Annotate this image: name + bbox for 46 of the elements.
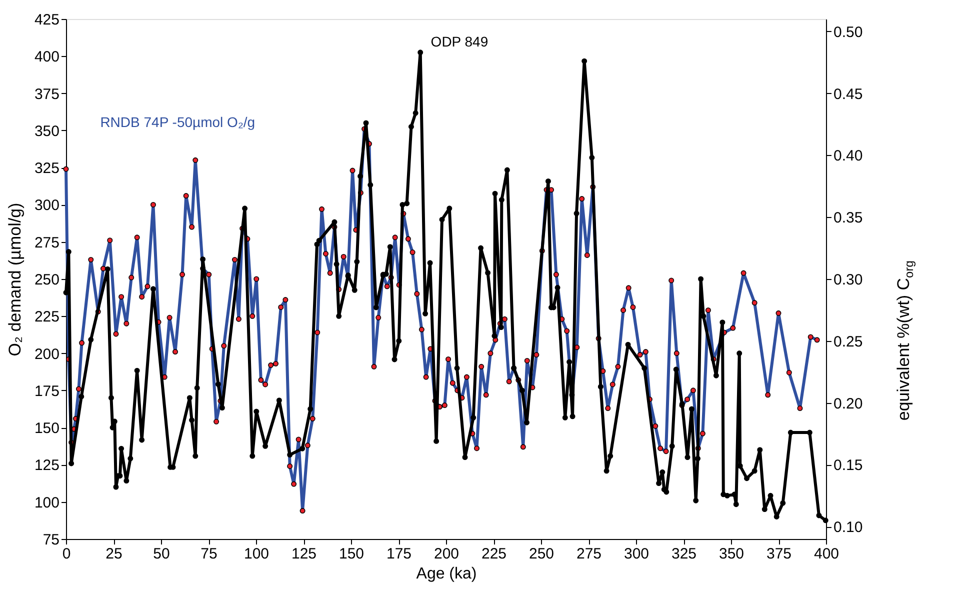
- y-axis-title: O₂ demand (µmol/g): [5, 202, 24, 356]
- x-tick-label: 200: [434, 546, 460, 562]
- x-tick-label: 50: [153, 546, 170, 562]
- y-tick-label: 400: [34, 48, 60, 66]
- x-tick-label: 125: [291, 546, 317, 562]
- y-tick-label: 325: [34, 160, 60, 178]
- x-tick-label: 325: [671, 546, 697, 562]
- x-tick-label: 300: [624, 546, 650, 562]
- x-tick-label: 100: [244, 546, 270, 562]
- y2-tick-label: 0.15: [834, 457, 863, 474]
- x-tick-label: 75: [200, 546, 218, 562]
- y-tick-label: 100: [34, 494, 60, 512]
- y-tick-label: 300: [34, 197, 60, 214]
- x-tick-label: 150: [338, 546, 364, 562]
- y-tick-label: 250: [34, 272, 60, 288]
- y-tick-label: 225: [34, 308, 60, 326]
- x-tick-label: 375: [766, 546, 792, 562]
- y-tick-label: 75: [42, 532, 60, 548]
- y2-tick-label: 0.20: [834, 395, 863, 412]
- y-tick-label: 175: [34, 382, 60, 400]
- y-tick-label: 200: [34, 346, 60, 363]
- x-axis-title: Age (ka): [416, 566, 477, 582]
- x-tick-label: 25: [106, 546, 122, 562]
- y2-axis-title: equivalent %(wt) Corg: [894, 260, 916, 421]
- y-tick-label: 375: [34, 86, 60, 103]
- y-tick-label: 350: [34, 122, 60, 140]
- y2-tick-label: 0.50: [834, 24, 863, 41]
- y2-tick-label: 0.40: [834, 148, 863, 165]
- x-tick-label: 275: [576, 546, 602, 562]
- x-tick-label: 350: [718, 546, 744, 562]
- y2-tick-label: 0.30: [834, 272, 863, 288]
- y2-tick-label: 0.10: [834, 519, 863, 536]
- y-tick-label: 425: [34, 12, 60, 28]
- x-tick-label: 225: [481, 546, 507, 562]
- x-tick-label: 250: [528, 546, 554, 562]
- y2-tick-label: 0.25: [834, 333, 863, 350]
- x-tick-label: 0: [62, 546, 71, 562]
- series-label: ODP 849: [430, 33, 488, 50]
- text: RNDB 74P -50µmol O₂/g: [100, 114, 256, 130]
- x-tick-label: 400: [814, 546, 840, 562]
- y2-tick-label: 0.35: [834, 210, 863, 227]
- y2-tick-label: 0.45: [834, 86, 863, 103]
- y-tick-label: 275: [34, 234, 60, 252]
- y-tick-label: 125: [34, 457, 60, 474]
- y-tick-label: 150: [34, 420, 60, 438]
- x-tick-label: 175: [386, 546, 412, 562]
